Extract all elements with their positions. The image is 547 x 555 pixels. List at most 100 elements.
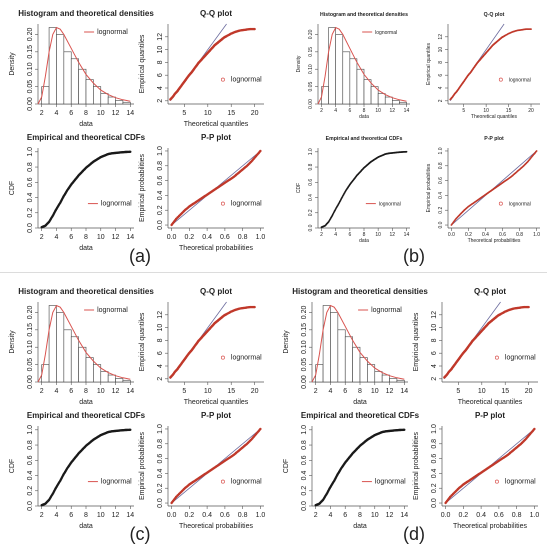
legend-marker bbox=[220, 77, 225, 82]
panel-1: Histogram and theoretical densities data D… bbox=[296, 12, 540, 266]
y-axis-label: Empirical probabilities bbox=[139, 431, 146, 500]
x-axis-label: data bbox=[79, 245, 93, 252]
x-tick-label: 10 bbox=[478, 388, 486, 395]
histogram-bar bbox=[392, 100, 400, 105]
y-axis-label: CDF bbox=[9, 459, 16, 473]
y-axis-label: Empirical quantiles bbox=[139, 312, 146, 371]
y-tick-label: 1.0 bbox=[301, 425, 308, 435]
histogram-bar bbox=[122, 379, 131, 383]
y-tick-label: 6 bbox=[157, 73, 164, 77]
y-tick-label: 0.05 bbox=[301, 358, 308, 372]
x-tick-label: 10 bbox=[97, 512, 105, 519]
histogram-bar bbox=[100, 93, 109, 105]
y-tick-label: 0.6 bbox=[301, 455, 308, 465]
y-tick-label: 0.10 bbox=[308, 64, 314, 74]
data-point bbox=[403, 428, 406, 431]
panel-label: (a) bbox=[129, 246, 151, 266]
y-tick-label: 0.4 bbox=[438, 192, 444, 199]
x-tick-label: 4 bbox=[55, 388, 59, 395]
x-tick-label: 6 bbox=[343, 388, 347, 395]
x-tick-label: 4 bbox=[329, 512, 333, 519]
chart-title: P-P plot bbox=[475, 411, 505, 420]
panel-0: Histogram and theoretical densities data D… bbox=[9, 9, 265, 266]
x-tick-label: 1.0 bbox=[256, 234, 266, 241]
y-tick-label: 0.6 bbox=[27, 455, 34, 465]
legend-label: lognormal bbox=[231, 77, 262, 84]
y-tick-label: 0.00 bbox=[27, 375, 34, 389]
chart-title: Histogram and theoretical densities bbox=[18, 287, 154, 296]
x-tick-label: 0.6 bbox=[220, 512, 230, 519]
y-axis-label: Empirical probabilities bbox=[426, 163, 432, 212]
x-tick-label: 8 bbox=[84, 512, 88, 519]
data-point bbox=[527, 305, 530, 309]
y-axis-label: Density bbox=[9, 330, 16, 354]
histogram-bar bbox=[349, 58, 358, 105]
legend-label: lognormal bbox=[375, 30, 397, 36]
y-tick-label: 0.8 bbox=[431, 439, 438, 449]
x-tick-label: 8 bbox=[358, 388, 362, 395]
theoretical-cdf-line bbox=[315, 429, 405, 506]
histogram-bar bbox=[107, 96, 116, 105]
x-tick-label: 12 bbox=[112, 512, 120, 519]
x-tick-label: 4 bbox=[55, 234, 59, 241]
legend-marker bbox=[498, 201, 503, 206]
chart-title: P-P plot bbox=[201, 411, 231, 420]
histogram-bar bbox=[63, 329, 72, 383]
x-tick-label: 0.0 bbox=[167, 512, 177, 519]
x-tick-label: 0.8 bbox=[516, 232, 523, 238]
x-axis-label: Theoretical quantiles bbox=[471, 114, 518, 120]
histogram-bar bbox=[78, 346, 87, 383]
x-tick-label: 15 bbox=[501, 388, 509, 395]
y-tick-label: 0.8 bbox=[27, 162, 34, 172]
chart-title: Empirical and theoretical CDFs bbox=[27, 133, 146, 142]
theoretical-cdf-line bbox=[41, 429, 131, 506]
x-tick-label: 0.2 bbox=[458, 512, 468, 519]
y-tick-label: 1.0 bbox=[431, 424, 438, 434]
panel-label: (c) bbox=[130, 524, 151, 544]
y-axis-label: Empirical quantiles bbox=[413, 312, 420, 371]
x-tick-label: 14 bbox=[400, 388, 408, 395]
x-tick-label: 14 bbox=[404, 108, 410, 114]
x-tick-label: 0.2 bbox=[184, 512, 194, 519]
y-tick-label: 0.15 bbox=[27, 323, 34, 337]
chart-title: P-P plot bbox=[484, 136, 504, 142]
x-tick-label: 4 bbox=[55, 110, 59, 117]
legend-label: lognormal bbox=[375, 479, 406, 486]
legend-label: lognormal bbox=[101, 201, 132, 208]
x-tick-label: 0.8 bbox=[238, 512, 248, 519]
y-axis-label: CDF bbox=[283, 459, 290, 473]
x-tick-label: 0.8 bbox=[238, 234, 248, 241]
y-tick-label: 4 bbox=[438, 86, 444, 89]
legend-marker bbox=[494, 355, 499, 360]
legend-marker bbox=[220, 201, 225, 206]
y-tick-label: 0.6 bbox=[157, 176, 164, 186]
x-tick-label: 14 bbox=[404, 232, 410, 238]
x-tick-label: 14 bbox=[126, 110, 134, 117]
y-tick-label: 0.2 bbox=[157, 205, 164, 215]
y-tick-label: 12 bbox=[157, 311, 164, 319]
y-tick-label: 8 bbox=[431, 338, 438, 342]
y-tick-label: 0.20 bbox=[308, 29, 314, 39]
density-curve bbox=[317, 26, 407, 105]
data-point bbox=[129, 428, 132, 431]
density-curve bbox=[311, 304, 405, 383]
y-tick-label: 0.05 bbox=[27, 358, 34, 372]
x-tick-label: 0.0 bbox=[441, 512, 451, 519]
x-tick-label: 20 bbox=[251, 110, 259, 117]
y-tick-label: 0.4 bbox=[308, 194, 314, 201]
y-tick-label: 0.8 bbox=[301, 440, 308, 450]
y-axis-label: Empirical quantiles bbox=[426, 43, 432, 85]
density-curve bbox=[37, 304, 131, 383]
x-tick-label: 0.4 bbox=[482, 232, 489, 238]
histogram-bar bbox=[56, 34, 65, 105]
y-tick-label: 0.6 bbox=[27, 177, 34, 187]
histogram-bar bbox=[85, 357, 94, 383]
histogram-bar bbox=[70, 336, 79, 383]
x-tick-label: 10 bbox=[371, 388, 379, 395]
x-tick-label: 6 bbox=[69, 512, 73, 519]
y-tick-label: 0.10 bbox=[301, 340, 308, 354]
x-axis-label: data bbox=[79, 523, 93, 530]
y-tick-label: 2 bbox=[157, 99, 164, 103]
y-tick-label: 10 bbox=[157, 46, 164, 54]
